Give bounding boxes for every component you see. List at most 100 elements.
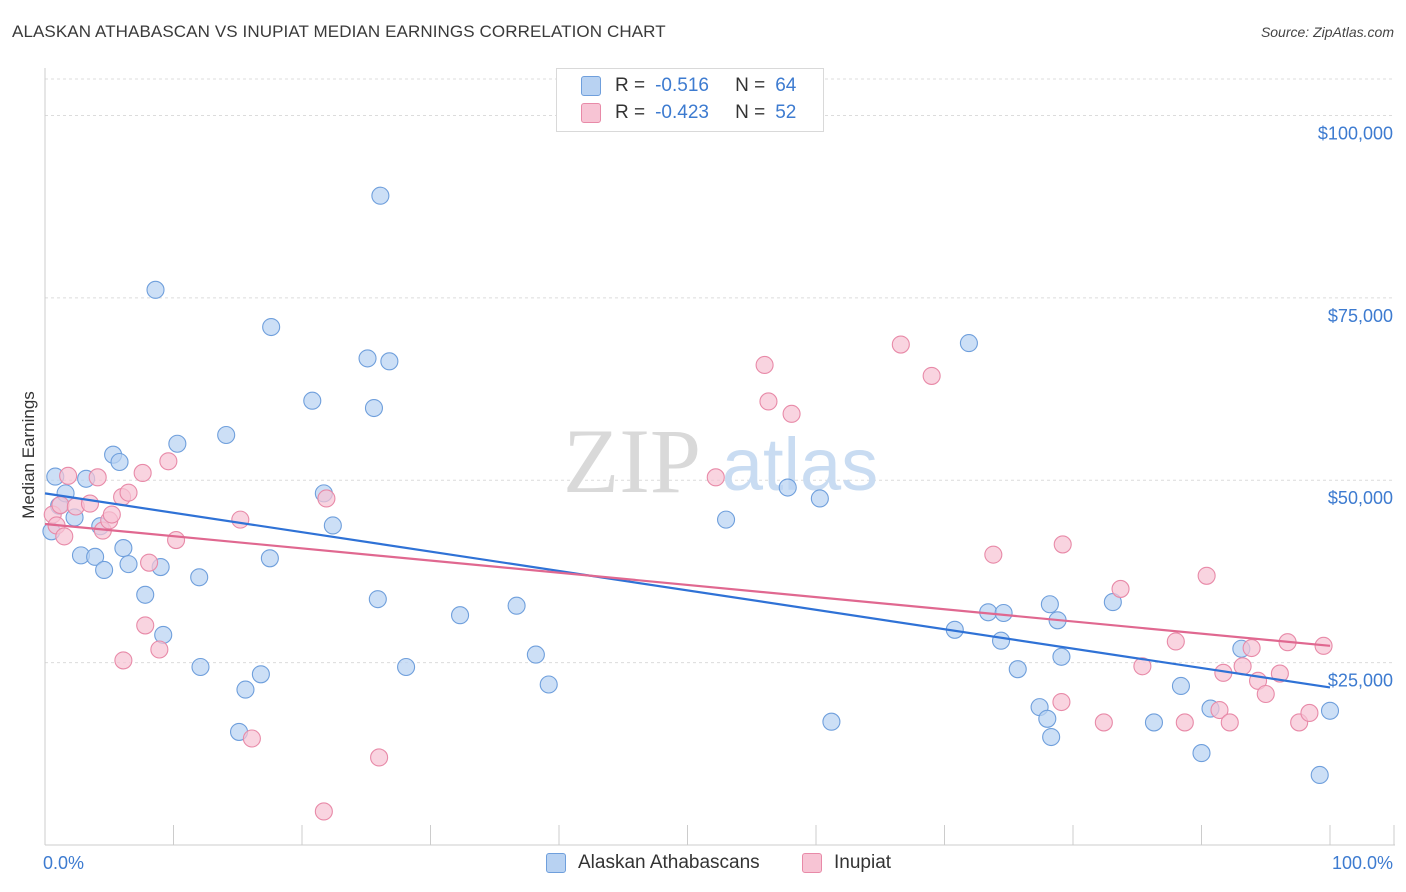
athabascan-point [778,478,797,497]
legend-swatch-pink [581,103,601,123]
athabascan-point [303,391,322,410]
inupiat-point [759,392,778,411]
inupiat-point [1197,566,1216,585]
inupiat-point [88,468,107,487]
data-points [42,186,1340,821]
inupiat-point [1256,684,1275,704]
athabascan-point [1040,595,1059,614]
legend-label-inupiat: Inupiat [834,852,892,873]
y-axis-label: Median Earnings [19,391,38,519]
athabascan-point [191,657,210,677]
inupiat-point [150,640,169,659]
athabascan-point [1052,647,1071,666]
athabascan-point [1310,765,1329,785]
chart-title: ALASKAN ATHABASCAN VS INUPIAT MEDIAN EAR… [12,22,666,41]
x-tick-label: 0.0% [43,853,84,873]
inupiat-point [891,335,910,354]
inupiat-trend-line [44,522,1331,647]
legend-n-label: N = [735,102,766,123]
bottom-legend-inupiat[interactable]: Inupiat [802,852,891,874]
athabascan-point [1144,713,1164,732]
inupiat-point [706,468,725,487]
athabascan-point [991,631,1011,650]
legend-swatch-blue [546,853,566,873]
athabascan-point [994,603,1013,623]
gridlines [45,78,1395,664]
inupiat-point [1220,713,1239,732]
athabascan-point [323,516,342,535]
athabascan-point [1171,676,1190,696]
inupiat-point [1166,632,1185,651]
inupiat-point [136,616,155,635]
inupiat-point [242,729,261,748]
inupiat-point [102,505,121,524]
inupiat-point [755,355,774,375]
athabascan-point [358,349,377,368]
inupiat-point [114,651,133,670]
bottom-legend-athabascans[interactable]: Alaskan Athabascans [546,852,760,874]
athabascan-point [1038,709,1057,728]
watermark-zip: ZIP [563,410,701,512]
inupiat-point [1111,579,1130,598]
trend-lines [44,492,1331,689]
athabascan-point [86,547,105,566]
athabascan-point [136,585,155,604]
inupiat-point [1133,657,1152,676]
athabascan-point [168,434,187,453]
axes [44,68,1395,846]
athabascan-point [1192,744,1211,763]
athabascan-point [260,549,279,568]
athabascan-point [810,489,829,508]
legend-r-label: R = [615,102,646,123]
athabascan-point [822,712,841,731]
inupiat-point [1300,703,1319,723]
athabascan-point [114,539,133,558]
inupiat-point [782,404,801,423]
legend-n-value: 64 [775,75,797,96]
source-credit: Source: ZipAtlas.com [1260,24,1394,40]
athabascan-point [397,657,416,677]
inupiat-point [140,553,159,572]
athabascan-point [539,675,558,694]
inupiat-point [231,510,250,529]
inupiat-point [370,748,389,767]
stats-legend: R = -0.516 N = 64 R = -0.423 N = 52 [556,68,824,132]
athabascan-point [110,452,129,472]
athabascan-point [262,317,281,337]
athabascan-point [190,568,209,587]
inupiat-point [1242,638,1261,658]
inupiat-point [1175,713,1194,732]
athabascan-point [1042,727,1061,747]
athabascan-point [716,510,736,529]
legend-n-label: N = [735,75,766,96]
legend-row-athabascans: R = -0.516 N = 64 [581,74,796,98]
x-tick-label: 100.0% [1332,853,1393,873]
legend-r-value: -0.423 [655,102,709,123]
inupiat-point [59,466,78,485]
legend-r-label: R = [615,75,646,96]
inupiat-point [1270,664,1289,683]
athabascan-point [526,645,545,664]
legend-label-athabascans: Alaskan Athabascans [578,852,760,873]
legend-n-value: 52 [775,102,797,123]
athabascan-point [507,596,526,615]
inupiat-point [1094,713,1113,732]
athabascan-point [95,560,114,580]
athabascan-point [364,398,384,418]
y-tick-label: $50,000 [1328,488,1393,508]
inupiat-point [984,545,1003,564]
y-tick-label: $75,000 [1328,306,1393,326]
inupiat-point [1052,692,1071,712]
inupiat-point [159,452,178,471]
athabascan-point [371,186,390,205]
legend-row-inupiat: R = -0.423 N = 52 [581,101,796,125]
y-tick-label: $25,000 [1328,671,1393,691]
inupiat-point [80,494,100,513]
athabascan-point [217,425,236,445]
inupiat-point [55,527,74,546]
y-tick-label: $100,000 [1318,123,1393,143]
inupiat-point [167,531,186,550]
athabascan-point [251,665,270,684]
legend-swatch-blue [581,76,601,96]
